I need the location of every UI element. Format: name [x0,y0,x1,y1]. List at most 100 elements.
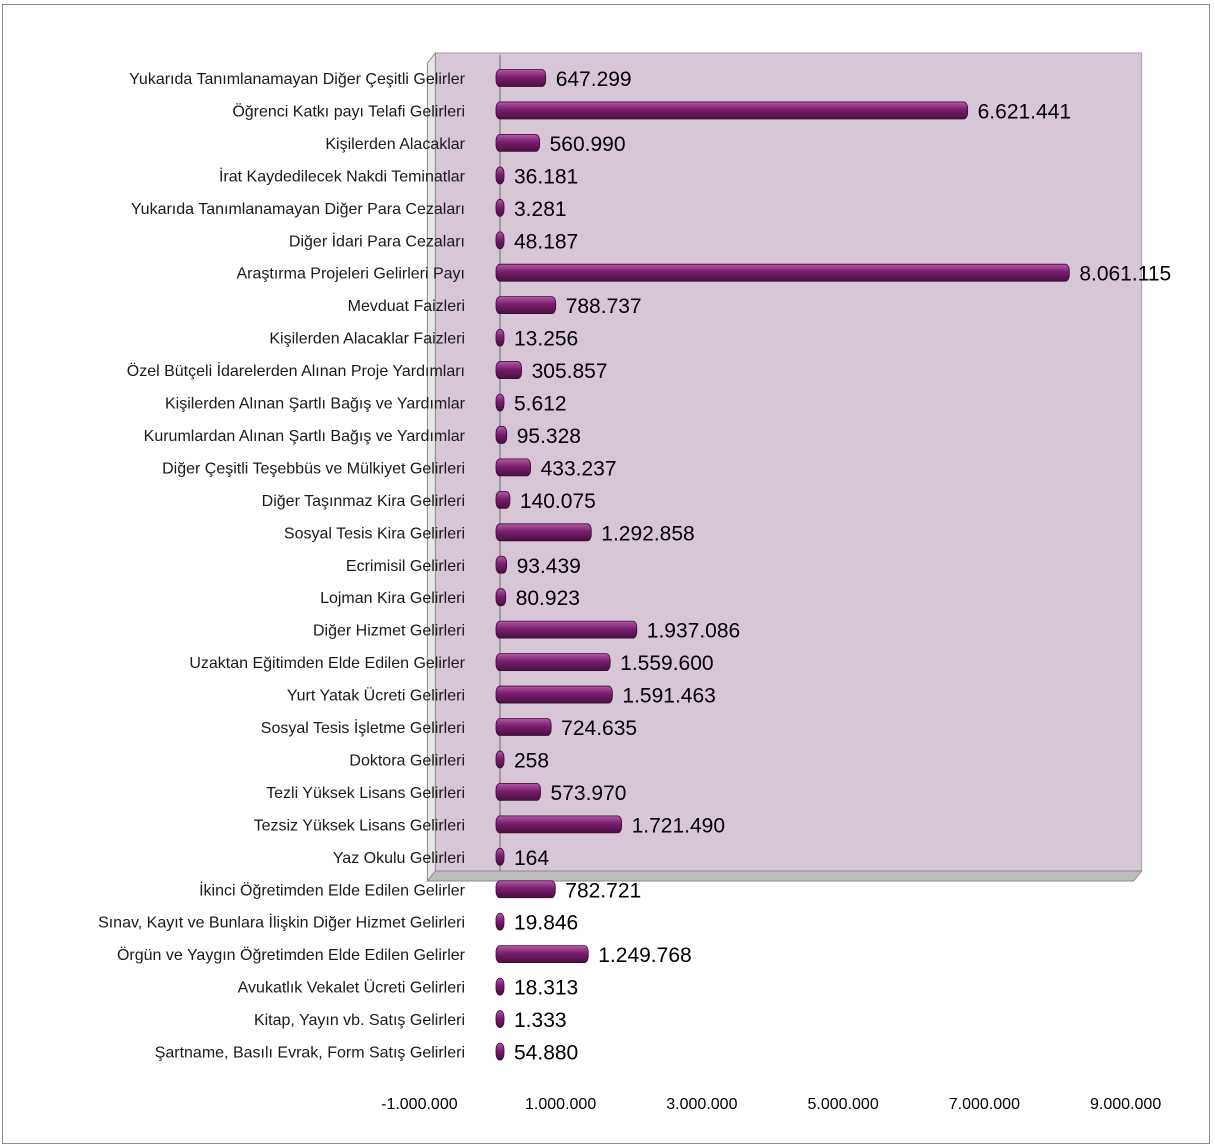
bar [495,977,505,996]
bar [495,361,523,379]
category-label: Araştırma Projeleri Gelirleri Payı [237,266,466,283]
category-label: Lojman Kira Gelirleri [320,590,465,607]
bar [495,653,611,671]
category-label: Şartname, Basılı Evrak, Form Satış Gelir… [155,1045,465,1062]
bar [495,166,505,185]
bar [495,296,557,315]
category-label: Özel Bütçeli İdarelerden Alınan Proje Ya… [127,361,465,380]
bar [495,101,969,120]
bar [495,783,541,801]
category-label: Diğer Hizmet Gelirleri [313,623,465,640]
value-label: 724.635 [561,717,637,740]
category-label: Yukarıda Tanımlanamayan Diğer Çeşitli Ge… [129,71,466,88]
category-label: Diğer Taşınmaz Kira Gelirleri [262,493,465,510]
category-label: Kişilerden Alacaklar Faizleri [269,331,465,348]
value-label: 18.313 [514,977,578,1000]
bar [495,523,592,542]
category-label: Kişilerden Alacaklar [325,136,465,153]
category-label: İrat Kaydedilecek Nakdi Teminatlar [219,166,466,185]
value-label: 8.061.115 [1079,263,1171,286]
bar [495,912,505,931]
chart-frame: Yukarıda Tanımlanamayan Diğer Çeşitli Ge… [2,4,1210,1144]
x-tick-label: 7.000.000 [949,1096,1020,1113]
value-label: 93.439 [517,555,581,578]
bar [495,328,505,347]
x-tick-label: 1.000.000 [525,1096,596,1113]
category-label: Yukarıda Tanımlanamayan Diğer Para Cezal… [131,201,465,218]
bar [495,815,622,834]
value-label: 782.721 [565,879,641,902]
bar [495,263,1070,282]
bar [495,69,547,87]
value-label: 48.187 [514,230,578,253]
bar [495,133,541,152]
category-label: Doktora Gelirleri [349,752,465,769]
value-label: 433.237 [541,457,617,480]
bar [495,847,505,866]
value-label: 19.846 [514,912,578,935]
category-label: Diğer Çeşitli Teşebbüs ve Mülkiyet Gelir… [162,460,465,477]
bar [495,880,556,899]
bar [495,198,505,217]
value-label: 1.559.600 [620,652,713,675]
category-label: Yaz Okulu Gelirleri [333,850,465,867]
category-label: Mevduat Faizleri [348,298,465,315]
value-label: 573.970 [551,782,627,805]
value-label: 80.923 [516,587,580,610]
value-label: 1.591.463 [622,685,715,708]
value-label: 1.249.768 [598,944,691,967]
value-label: 6.621.441 [978,100,1071,123]
bar [495,945,589,964]
category-label: Sınav, Kayıt ve Bunlara İlişkin Diğer Hi… [98,913,465,932]
category-label: Örgün ve Yaygın Öğretimden Elde Edilen G… [117,946,466,964]
bar [495,231,505,250]
value-label: 305.857 [532,360,608,383]
value-label: 1.292.858 [601,522,694,545]
category-label: Kurumlardan Alınan Şartlı Bağış ve Yardı… [144,428,466,445]
value-label: 560.990 [550,133,626,156]
category-label: İkinci Öğretimden Elde Edilen Gelirler [199,880,466,899]
value-label: 3.281 [514,198,567,221]
bar [495,393,505,412]
x-tick-label: 9.000.000 [1090,1096,1161,1113]
bar [495,588,507,607]
category-label: Avukatlık Vekalet Ücreti Gelirleri [238,979,465,997]
x-tick-label: -1.000.000 [381,1096,458,1113]
category-label: Kitap, Yayın vb. Satış Gelirleri [254,1012,465,1029]
plot-floor [426,870,1143,882]
value-label: 13.256 [514,328,578,351]
bar [495,750,505,769]
bar [495,685,613,704]
category-label: Diğer İdari Para Cezaları [289,231,465,250]
plot-back-wall [434,52,1143,872]
value-label: 1.333 [514,1009,567,1032]
bar [495,620,638,639]
value-label: 140.075 [520,490,596,513]
bar [495,1042,505,1061]
value-label: 54.880 [514,1042,578,1065]
value-label: 95.328 [517,425,581,448]
category-label: Kişilerden Alınan Şartlı Bağış ve Yardım… [165,396,466,413]
x-tick-label: 3.000.000 [666,1096,737,1113]
category-label: Öğrenci Katkı payı Telafi Gelirleri [232,102,465,120]
bar [495,718,552,736]
category-label: Sosyal Tesis Kira Gelirleri [284,525,465,542]
bar [495,458,531,477]
bar [495,1010,505,1028]
value-label: 647.299 [556,68,632,91]
bar-chart: Yukarıda Tanımlanamayan Diğer Çeşitli Ge… [98,51,1171,1113]
value-label: 164 [514,847,549,870]
x-tick-label: 5.000.000 [808,1096,879,1113]
value-label: 1.937.086 [647,620,740,643]
bar [495,426,508,444]
value-label: 1.721.490 [632,814,725,837]
value-label: 788.737 [566,295,642,318]
category-label: Uzaktan Eğitimden Elde Edilen Gelirler [189,655,465,672]
category-label: Tezsiz Yüksek Lisans Gelirleri [254,817,465,834]
value-label: 258 [514,749,549,772]
category-label: Ecrimisil Gelirleri [346,558,465,575]
category-label: Tezli Yüksek Lisans Gelirleri [266,785,465,802]
bar [495,555,507,574]
category-label: Yurt Yatak Ücreti Gelirleri [287,687,465,705]
value-label: 36.181 [514,165,578,188]
